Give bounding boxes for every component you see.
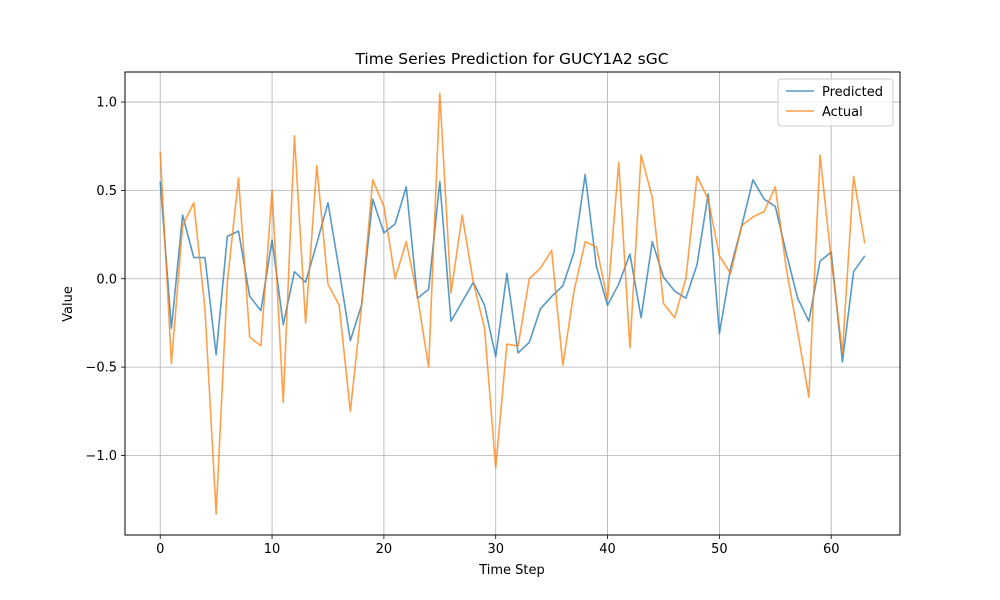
y-tick-label: −1.0 xyxy=(85,449,117,464)
x-tick-label: 30 xyxy=(487,542,504,557)
y-tick-label: 1.0 xyxy=(96,96,117,111)
grid xyxy=(125,72,900,535)
y-tick-label: 0.5 xyxy=(96,184,117,199)
legend-label-actual: Actual xyxy=(822,105,863,120)
x-tick-label: 50 xyxy=(711,542,728,557)
x-tick-label: 10 xyxy=(264,542,281,557)
y-axis-label: Value xyxy=(61,286,76,322)
x-tick-label: 40 xyxy=(599,542,616,557)
x-axis-label: Time Step xyxy=(478,563,545,578)
y-axis-ticks: −1.0 −0.5 0.0 0.5 1.0 xyxy=(85,96,125,464)
legend-label-predicted: Predicted xyxy=(822,85,883,100)
series-line-actual xyxy=(159,92,866,515)
series-lines xyxy=(159,92,866,515)
axes-frame xyxy=(124,71,901,536)
y-tick-label: −0.5 xyxy=(85,361,117,376)
x-tick-label: 20 xyxy=(376,542,393,557)
x-tick-label: 60 xyxy=(823,542,840,557)
x-axis-ticks: 0 10 20 30 40 50 60 xyxy=(156,535,839,557)
x-tick-label: 0 xyxy=(156,542,164,557)
legend: Predicted Actual xyxy=(777,78,894,127)
y-tick-label: 0.0 xyxy=(96,272,117,287)
chart-title: Time Series Prediction for GUCY1A2 sGC xyxy=(354,50,668,68)
